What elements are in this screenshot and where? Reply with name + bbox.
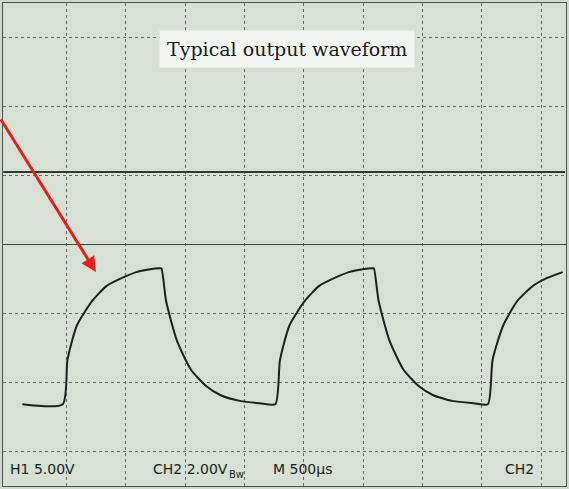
svg-text:Bw: Bw [229,469,244,480]
svg-text:M 500µs: M 500µs [273,461,332,477]
svg-text:CH2 2.00V: CH2 2.00V [153,461,228,477]
svg-text:CH2: CH2 [505,461,534,477]
svg-text:H1 5.00V: H1 5.00V [10,461,75,477]
svg-text:Typical output waveform: Typical output waveform [167,38,407,60]
